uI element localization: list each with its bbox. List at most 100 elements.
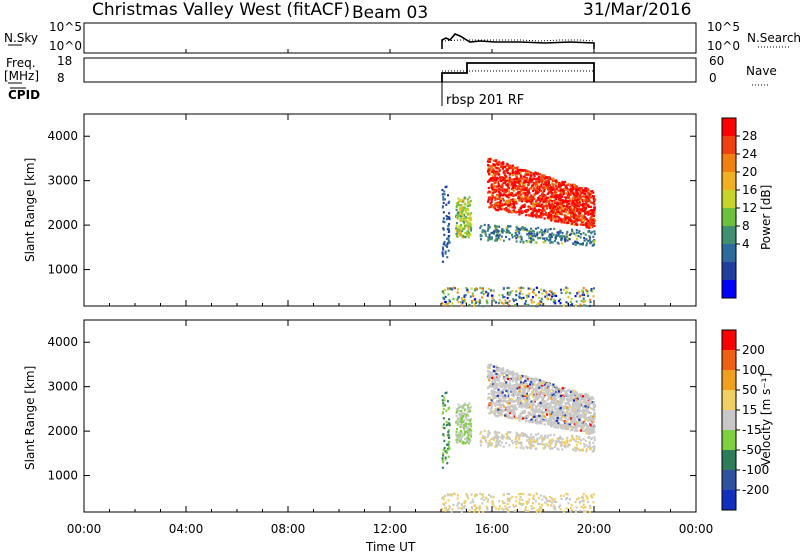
power-cell xyxy=(530,238,533,241)
velocity-cell xyxy=(534,394,537,397)
velocity-cell xyxy=(591,496,594,499)
power-cell xyxy=(487,191,490,194)
power-cell xyxy=(464,217,467,220)
velocity-cell xyxy=(526,502,529,505)
velocity-cell xyxy=(559,504,562,507)
power-cell xyxy=(515,202,518,205)
velocity-cell xyxy=(487,397,490,400)
power-cell xyxy=(546,184,550,187)
power-cell xyxy=(514,172,518,176)
velocity-cell xyxy=(505,375,508,378)
power-cell xyxy=(460,213,463,216)
velocity-cell xyxy=(528,385,531,388)
power-cell xyxy=(470,227,473,230)
colorbar-swatch xyxy=(722,330,736,351)
power-cell xyxy=(517,187,521,190)
velocity-cell xyxy=(590,421,593,425)
velocity-cell xyxy=(540,401,544,404)
velocity-cell xyxy=(567,401,570,404)
power-cell xyxy=(470,229,473,232)
velocity-cell xyxy=(500,441,503,444)
velocity-cell xyxy=(579,500,582,503)
velocity-cell xyxy=(524,401,527,404)
velocity-cell xyxy=(554,391,557,394)
velocity-cell xyxy=(583,400,586,403)
power-cell xyxy=(566,221,569,225)
power-cell xyxy=(447,230,450,234)
velocity-cell xyxy=(573,408,576,412)
velocity-cell xyxy=(527,438,530,441)
power-cell xyxy=(490,193,493,196)
velocity-cell xyxy=(456,438,459,441)
velocity-cell xyxy=(544,408,548,412)
power-cell xyxy=(520,238,523,241)
velocity-cell xyxy=(442,417,445,420)
velocity-cell xyxy=(496,399,499,402)
power-cell xyxy=(511,198,514,201)
velocity-cell xyxy=(502,377,505,380)
velocity-cell xyxy=(446,493,449,496)
power-cell xyxy=(507,165,510,168)
power-cell xyxy=(523,185,526,188)
power-cell xyxy=(582,297,585,300)
velocity-cell xyxy=(540,395,543,398)
power-cell xyxy=(538,173,542,176)
velocity-cell xyxy=(561,411,565,414)
power-cell xyxy=(523,181,526,184)
power-cell xyxy=(524,227,527,230)
velocity-cell xyxy=(446,449,449,452)
colorbar-swatch xyxy=(722,172,736,191)
velocity-cell xyxy=(542,443,545,446)
power-cell xyxy=(574,294,577,298)
velocity-cell xyxy=(461,504,464,507)
velocity-cell xyxy=(469,439,472,442)
velocity-cell xyxy=(527,411,530,414)
velocity-cell xyxy=(563,410,566,414)
velocity-cell xyxy=(458,440,461,443)
velocity-cell xyxy=(508,378,511,382)
velocity-cell xyxy=(564,405,567,409)
velocity-cell xyxy=(505,370,508,373)
velocity-cell xyxy=(464,437,467,440)
colorbar-tick-label: 15 xyxy=(742,403,757,417)
power-cell xyxy=(542,186,546,189)
power-cell xyxy=(568,197,571,201)
velocity-cell xyxy=(493,395,496,398)
power-cell xyxy=(493,230,496,233)
power-cell xyxy=(450,304,453,308)
velocity-cell xyxy=(530,400,533,403)
power-cell xyxy=(458,204,461,207)
power-cell xyxy=(563,180,567,184)
velocity-cell xyxy=(488,402,491,405)
power-cell xyxy=(526,173,529,176)
velocity-cell xyxy=(456,423,459,426)
power-cell xyxy=(538,204,541,208)
power-cell xyxy=(536,231,539,234)
velocity-cell xyxy=(538,502,541,505)
velocity-cell xyxy=(507,431,510,434)
power-cell xyxy=(562,217,565,221)
power-cell xyxy=(441,260,444,263)
power-cell xyxy=(508,180,511,183)
power-cell xyxy=(561,219,564,222)
velocity-cell xyxy=(463,427,466,430)
velocity-cell xyxy=(511,412,514,415)
power-cell xyxy=(529,187,532,190)
velocity-cell xyxy=(560,419,563,422)
power-cell xyxy=(566,202,569,205)
velocity-cell xyxy=(529,441,532,444)
velocity-cell xyxy=(524,387,527,390)
power-cell xyxy=(509,225,512,228)
power-cell xyxy=(523,179,526,182)
velocity-cell xyxy=(506,499,509,502)
velocity-cell xyxy=(460,507,463,510)
power-cell xyxy=(532,183,535,186)
power-cell xyxy=(591,195,594,198)
power-cell xyxy=(520,227,523,230)
velocity-cell xyxy=(464,442,467,445)
power-cell xyxy=(511,174,514,177)
power-cell xyxy=(560,191,563,194)
velocity-cell xyxy=(533,415,536,418)
power-cell xyxy=(548,212,551,215)
power-cell xyxy=(526,179,530,182)
